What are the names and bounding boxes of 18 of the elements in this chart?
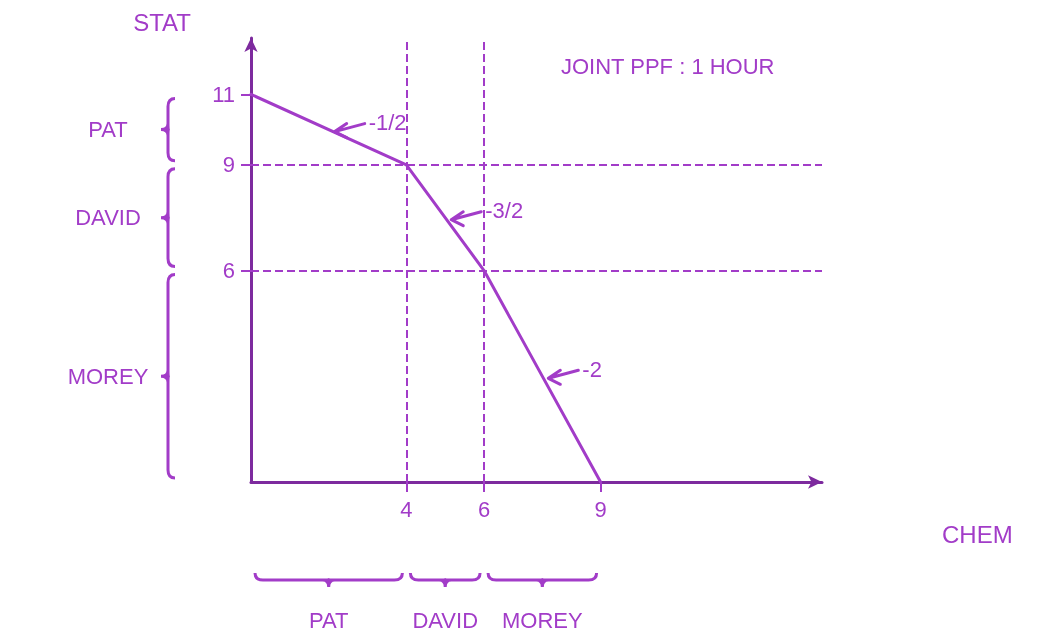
x-tick-label: 6 [477, 496, 491, 522]
x-tick-label: 4 [400, 496, 413, 522]
y-tick-label: 9 [222, 152, 235, 178]
text: DAVID [412, 607, 479, 633]
text: MOREY [501, 607, 583, 633]
x-tick-label: 9 [594, 496, 607, 522]
x-axis-title: CHEM [942, 520, 1013, 548]
annotation: -2 [582, 356, 602, 382]
text: PAT [308, 607, 349, 633]
annotation: -3/2 [485, 198, 524, 224]
text: JOINT PPF : 1 HOUR [561, 53, 775, 79]
text: MOREY [67, 363, 149, 389]
y-tick-label: 11 [212, 81, 235, 107]
text: PAT [88, 117, 128, 143]
y-tick-label: 6 [222, 258, 235, 284]
text: DAVID [75, 205, 141, 231]
y-axis-title: STAT [133, 8, 192, 36]
annotation: -1/2 [368, 110, 407, 136]
